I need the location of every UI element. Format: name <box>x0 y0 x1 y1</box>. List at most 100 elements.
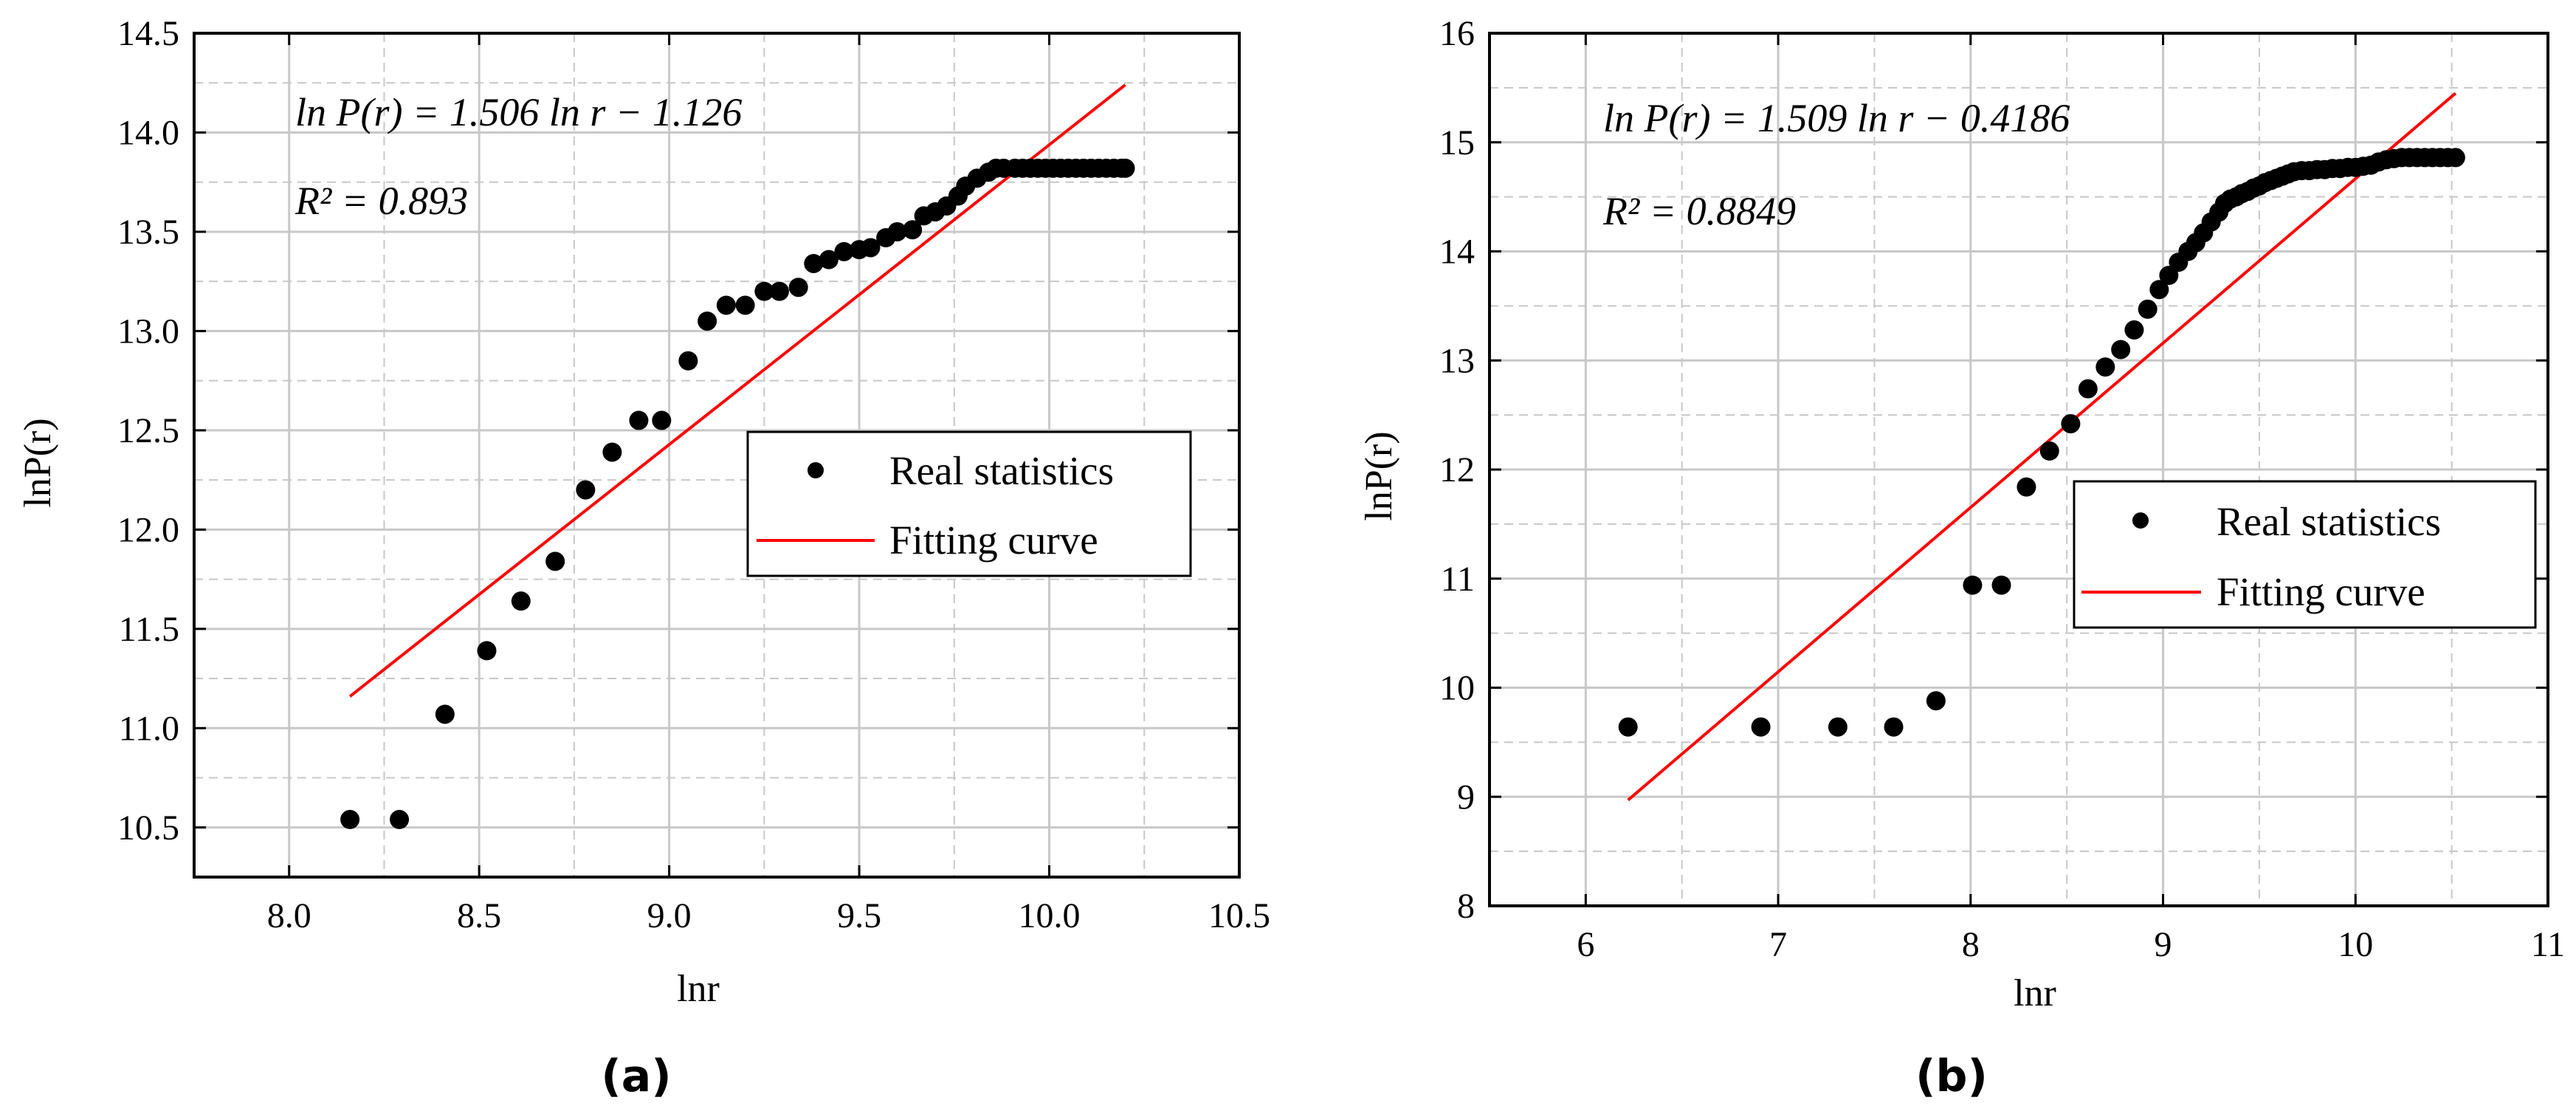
y-tick-label: 14.5 <box>117 14 179 53</box>
data-point <box>1751 717 1771 737</box>
y-tick-label: 14.0 <box>117 113 179 152</box>
chart-panel-a: 8.0 8.5 9.0 9.5 10.0 10.5 10.5 11.0 11.5 12.0 12.5… <box>17 14 1270 1102</box>
y-tick-label: 13 <box>1439 341 1475 380</box>
axis-ticks-a: 8.0 8.5 9.0 9.5 10.0 10.5 10.5 11.0 11.5 12.0 12.5… <box>117 14 1270 935</box>
fit-line-a <box>348 83 1126 698</box>
panel-label-a: (a) <box>601 1051 671 1102</box>
data-point <box>861 238 881 258</box>
fit-line-segment <box>348 83 1126 698</box>
data-point <box>716 295 736 315</box>
legend-label-points-a: Real statistics <box>889 448 1114 493</box>
y-tick-label: 14 <box>1439 233 1475 272</box>
data-point <box>698 311 717 331</box>
data-point <box>2149 280 2169 300</box>
data-point <box>903 220 923 240</box>
data-point <box>652 410 672 430</box>
x-tick-label: 7 <box>1769 925 1787 964</box>
y-tick-label: 11.5 <box>119 610 179 649</box>
data-point <box>1963 575 1983 595</box>
legend-box-a <box>746 430 1192 577</box>
y-tick-label: 15 <box>1439 123 1475 162</box>
data-point <box>819 250 838 269</box>
data-point <box>340 810 360 830</box>
y-tick-label: 10.5 <box>117 808 179 848</box>
panel-label-b: (b) <box>1915 1051 1988 1102</box>
data-point <box>2138 299 2157 319</box>
data-point <box>804 253 824 273</box>
x-tick-label: 10 <box>2338 925 2373 964</box>
data-point <box>2061 413 2081 433</box>
x-axis-title-a: lnr <box>677 968 720 1010</box>
x-tick-label: 10.5 <box>1208 896 1270 935</box>
x-tick-label: 8.0 <box>267 896 311 935</box>
legend-box-b <box>2073 480 2537 629</box>
y-tick-label: 13.5 <box>117 213 179 252</box>
axis-ticks-b: 6 7 8 9 10 11 8 9 10 11 12 13 14 15 16 <box>1439 14 2565 964</box>
data-point <box>678 351 698 371</box>
data-point <box>390 810 410 830</box>
data-point <box>887 221 907 241</box>
x-tick-label: 6 <box>1577 925 1594 964</box>
data-point <box>2124 320 2144 340</box>
data-point <box>576 480 596 500</box>
y-tick-label: 12.0 <box>117 510 179 549</box>
data-point <box>769 281 789 301</box>
y-tick-label: 9 <box>1457 777 1475 817</box>
data-point <box>1828 717 1847 737</box>
y-tick-label: 11 <box>1441 560 1475 599</box>
data-point <box>1991 575 2011 595</box>
y-tick-label: 16 <box>1439 14 1475 53</box>
data-point <box>2445 148 2465 168</box>
legend-a: Real statistics Fitting curve <box>746 430 1192 577</box>
equation-b: ln P(r) = 1.509 ln r − 0.4186 <box>1603 96 2070 140</box>
y-tick-label: 13.0 <box>117 312 179 351</box>
r-squared-a: R² = 0.893 <box>295 179 468 223</box>
y-tick-label: 11.0 <box>119 709 179 748</box>
data-point <box>2111 340 2131 360</box>
data-point <box>2039 441 2059 461</box>
data-point <box>477 641 497 661</box>
data-point <box>1926 691 1946 711</box>
y-tick-label: 10 <box>1439 669 1475 708</box>
x-tick-label: 8.5 <box>457 896 501 935</box>
r-squared-b: R² = 0.8849 <box>1602 189 1796 233</box>
data-point <box>2095 357 2115 377</box>
y-axis-title-a: lnP(r) <box>17 418 59 507</box>
x-tick-label: 10.0 <box>1019 896 1081 935</box>
data-point <box>511 591 531 611</box>
legend-label-line-b: Fitting curve <box>2217 569 2425 614</box>
data-points-a <box>340 158 1135 830</box>
legend-marker-points-b <box>2132 512 2149 529</box>
x-tick-label: 9 <box>2155 925 2172 964</box>
data-point <box>629 410 649 430</box>
data-point <box>545 551 565 571</box>
data-points-b <box>1618 148 2465 737</box>
data-point <box>1618 717 1638 737</box>
legend-label-points-b: Real statistics <box>2217 499 2441 544</box>
chart-panel-b: 6 7 8 9 10 11 8 9 10 11 12 13 14 15 16 ln P(r) = 1.509… <box>1358 14 2565 1102</box>
y-tick-label: 12 <box>1439 450 1475 489</box>
x-tick-label: 9.5 <box>837 896 881 935</box>
data-point <box>735 295 755 315</box>
data-point <box>435 704 455 724</box>
legend-marker-points-a <box>807 462 824 478</box>
legend-label-line-a: Fitting curve <box>889 518 1098 563</box>
equation-a: ln P(r) = 1.506 ln r − 1.126 <box>295 90 742 134</box>
x-tick-label: 8 <box>1962 925 1980 964</box>
y-tick-label: 12.5 <box>117 411 179 450</box>
data-point <box>1115 158 1135 178</box>
data-point <box>754 281 774 301</box>
plot-frame-a <box>193 32 1241 879</box>
data-point <box>2017 477 2036 497</box>
x-tick-label: 9.0 <box>647 896 692 935</box>
y-tick-label: 8 <box>1457 887 1475 926</box>
data-point <box>1884 717 1904 737</box>
legend-b: Real statistics Fitting curve <box>2073 480 2537 629</box>
x-tick-label: 11 <box>2531 925 2565 964</box>
y-axis-title-b: lnP(r) <box>1358 431 1400 520</box>
data-point <box>602 442 622 462</box>
x-axis-title-b: lnr <box>2014 972 2056 1014</box>
data-point <box>788 278 808 298</box>
data-point <box>2078 379 2098 399</box>
